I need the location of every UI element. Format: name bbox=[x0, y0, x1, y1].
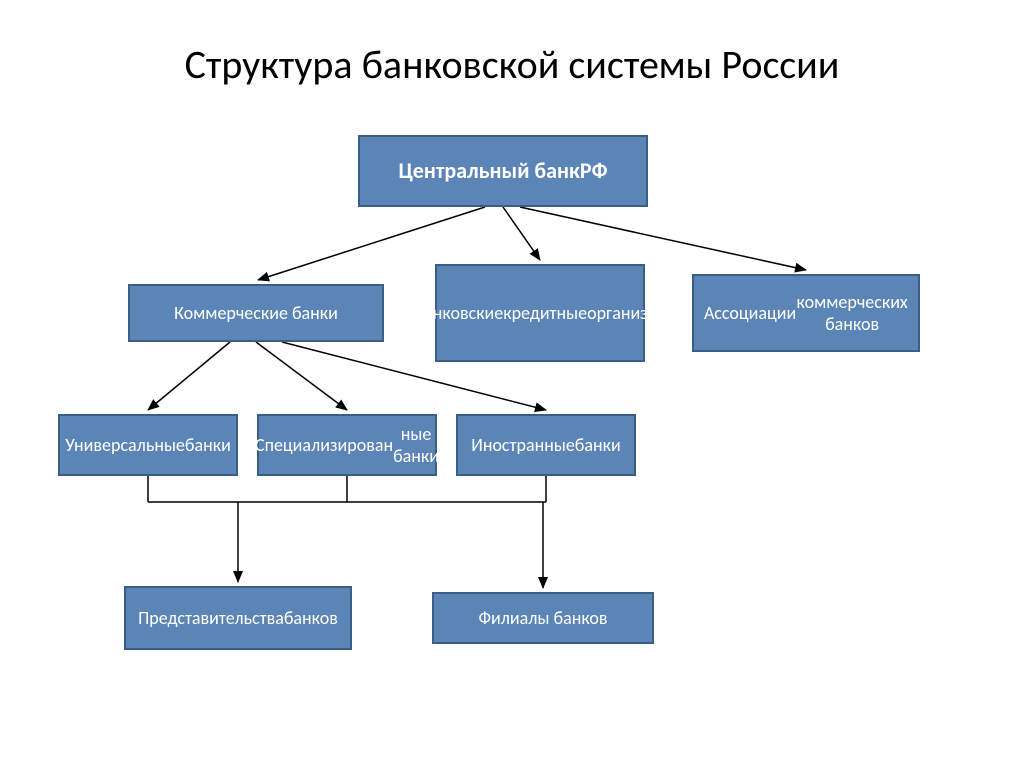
node-spec: Специализированные банки bbox=[257, 414, 437, 476]
node-foreign: Иностранныебанки bbox=[456, 414, 636, 476]
diagram-connectors bbox=[0, 0, 1024, 767]
arrow bbox=[256, 342, 347, 410]
node-nonbank: Небанковскиекредитныеорганизации bbox=[435, 264, 645, 362]
page-title: Структура банковской системы России bbox=[0, 40, 1024, 89]
node-comm: Коммерческие банки bbox=[128, 284, 384, 342]
node-univ: Универсальныебанки bbox=[58, 414, 238, 476]
node-root: Центральный банкРФ bbox=[358, 135, 648, 207]
node-assoc: Ассоциациикоммерческих банков bbox=[692, 274, 920, 352]
arrow bbox=[520, 207, 806, 270]
node-rep: Представительствабанков bbox=[124, 586, 352, 650]
node-branch: Филиалы банков bbox=[432, 592, 654, 644]
arrow bbox=[148, 342, 230, 410]
arrow bbox=[503, 207, 540, 260]
